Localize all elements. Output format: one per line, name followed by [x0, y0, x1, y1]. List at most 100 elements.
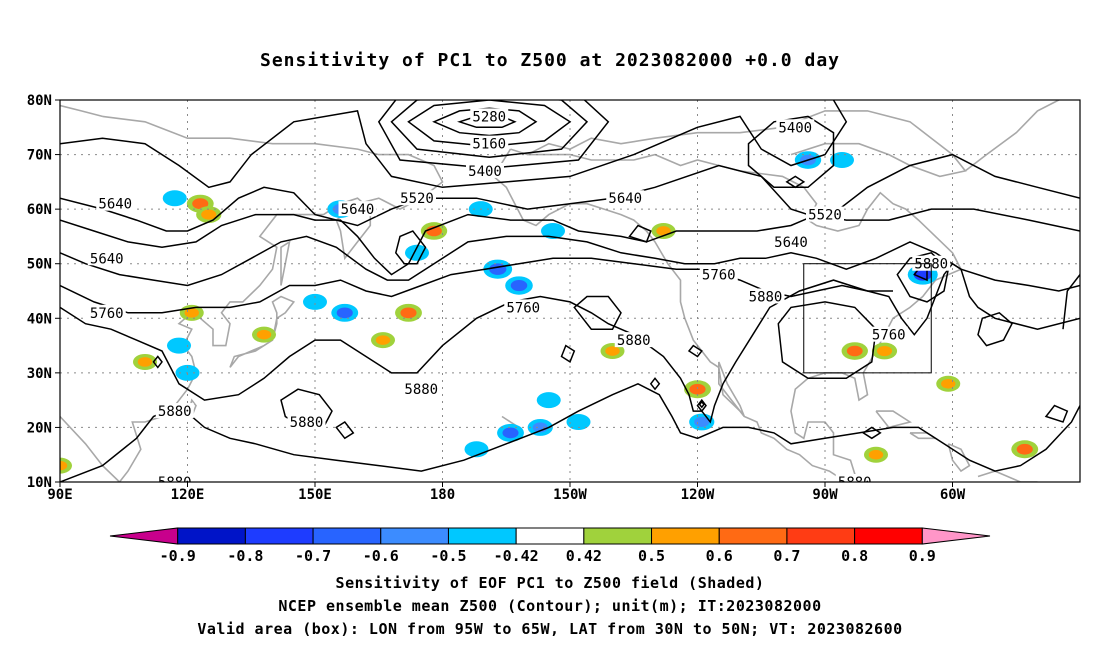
coastline-segment: [977, 470, 1038, 482]
contour-label: 5760: [872, 328, 906, 344]
colorbar-swatch: [515, 527, 585, 545]
contour-label-bg: [398, 190, 436, 206]
z500-contour-line: [407, 100, 572, 148]
shading-blob-core: [375, 335, 391, 345]
lon-tick-label: 60W: [940, 487, 966, 503]
z500-contour-line: [60, 100, 848, 189]
z500-contour-line: [60, 235, 1080, 292]
z500-contour-line: [698, 400, 705, 409]
z500-contour-line: [861, 426, 882, 440]
z500-contour-line: [60, 279, 893, 424]
lon-tick-label: 90W: [812, 487, 838, 503]
sensitivity-shading: [60, 151, 1039, 474]
colorbar: -0.9 -0.8 -0.7 -0.6 -0.5 -0.42 0.42 0.5 0.6 0.7 0.…: [109, 527, 991, 565]
lon-tick-label: 120W: [681, 487, 715, 503]
gridlines: [60, 100, 1080, 482]
contour-label-bg: [699, 266, 738, 282]
coastline-segment: [527, 110, 967, 178]
shading-blob-core: [137, 357, 153, 367]
contour-label: 5760: [702, 268, 736, 284]
contour-label: 5520: [808, 208, 842, 224]
shading-blob-core: [656, 226, 671, 236]
contour-label: 5880: [749, 289, 783, 305]
colorbar-swatch: [786, 527, 856, 545]
z500-contour-line: [1044, 404, 1069, 423]
shading-blob-core: [426, 225, 442, 237]
z500-contours: [60, 100, 1080, 482]
lat-tick-label: 20N: [27, 420, 52, 436]
colorbar-tick-label: -0.7: [295, 547, 331, 565]
shading-blob-core: [307, 297, 323, 307]
colorbar-swatch: [583, 527, 653, 545]
lon-tick-label: 120E: [171, 487, 205, 503]
contour-label-bg: [287, 413, 326, 429]
contour-label: 5760: [90, 306, 124, 322]
z500-contour-line: [432, 107, 538, 137]
caption-shaded: Sensitivity of EOF PC1 to Z500 field (Sh…: [335, 574, 765, 592]
contour-label: 5640: [90, 251, 124, 267]
colorbar-tick-label: 0.5: [638, 547, 665, 565]
contour-label-bg: [155, 474, 194, 482]
caption-valid-area: Valid area (box): LON from 95W to 65W, L…: [197, 620, 903, 638]
colorbar-tick-label: 0.6: [706, 547, 733, 565]
contour-label: 5400: [468, 164, 502, 180]
contour-label-bg: [87, 250, 126, 266]
colorbar-tick-label: -0.6: [363, 547, 399, 565]
colorbar-swatch: [380, 527, 449, 545]
coastline-segment: [229, 295, 296, 368]
colorbar-tick-label: -0.42: [494, 547, 539, 565]
contour-label: 5640: [98, 197, 132, 213]
shading-blob-core: [571, 417, 586, 427]
contour-label-bg: [746, 288, 785, 304]
z500-contour-line: [649, 377, 661, 391]
valid-area-rect: [803, 263, 932, 374]
z500-contour-line: [628, 224, 652, 243]
shading-blob-core: [876, 345, 893, 357]
z500-contour-line: [696, 398, 707, 413]
contour-label-bg: [402, 381, 441, 397]
lat-tick-label: 70N: [27, 148, 52, 164]
contour-label: 5640: [341, 202, 375, 218]
shading-blob-core: [184, 308, 199, 318]
contour-label-bg: [614, 332, 653, 348]
z500-contour-line: [152, 355, 163, 369]
colorbar-swatch: [651, 527, 720, 545]
contour-label-bg: [470, 135, 509, 151]
z500-contour-line: [335, 421, 355, 440]
contour-label: 5640: [608, 191, 642, 207]
contour-label-bg: [338, 201, 377, 217]
contour-label-bg: [96, 195, 135, 211]
shading-blob-core: [868, 449, 884, 460]
coastline-segment: [60, 104, 103, 118]
shading-blob-core: [605, 346, 620, 356]
z500-contour-line: [687, 344, 703, 358]
shading-blob-core: [846, 345, 863, 357]
contour-label-bg: [466, 162, 504, 178]
z500-contour-line: [785, 175, 806, 189]
contour-label-bg: [776, 119, 815, 135]
shading-blob-core: [694, 416, 710, 428]
shading-blob-core: [502, 427, 519, 439]
shading-blob-core: [545, 226, 561, 236]
colorbar-tick-label: -0.5: [430, 547, 466, 565]
colorbar-swatch: [177, 527, 246, 545]
colorbar-swatch: [718, 527, 788, 545]
contour-label: 5520: [400, 191, 434, 207]
lon-tick-label: 150W: [553, 487, 587, 503]
coastline-segment: [492, 148, 847, 482]
caption-contour: NCEP ensemble mean Z500 (Contour); unit(…: [278, 597, 822, 615]
lat-tick-label: 30N: [27, 366, 52, 382]
contour-label-bg: [806, 206, 844, 222]
z500-contour-line: [377, 100, 610, 169]
contour-label-bg: [504, 299, 543, 315]
lat-tick-label: 80N: [27, 93, 52, 109]
colorbar-swatch: [447, 527, 517, 545]
colorbar-tick-label: -0.8: [227, 547, 263, 565]
contour-label-bg: [869, 326, 908, 342]
colorbar-tick-label: 0.42: [566, 547, 602, 565]
shading-blob-core: [834, 155, 850, 165]
contour-label-bg: [470, 108, 509, 124]
z500-contour-line: [60, 382, 1080, 482]
shading-blob-core: [541, 395, 556, 405]
colorbar-tick-label: -0.9: [160, 547, 196, 565]
